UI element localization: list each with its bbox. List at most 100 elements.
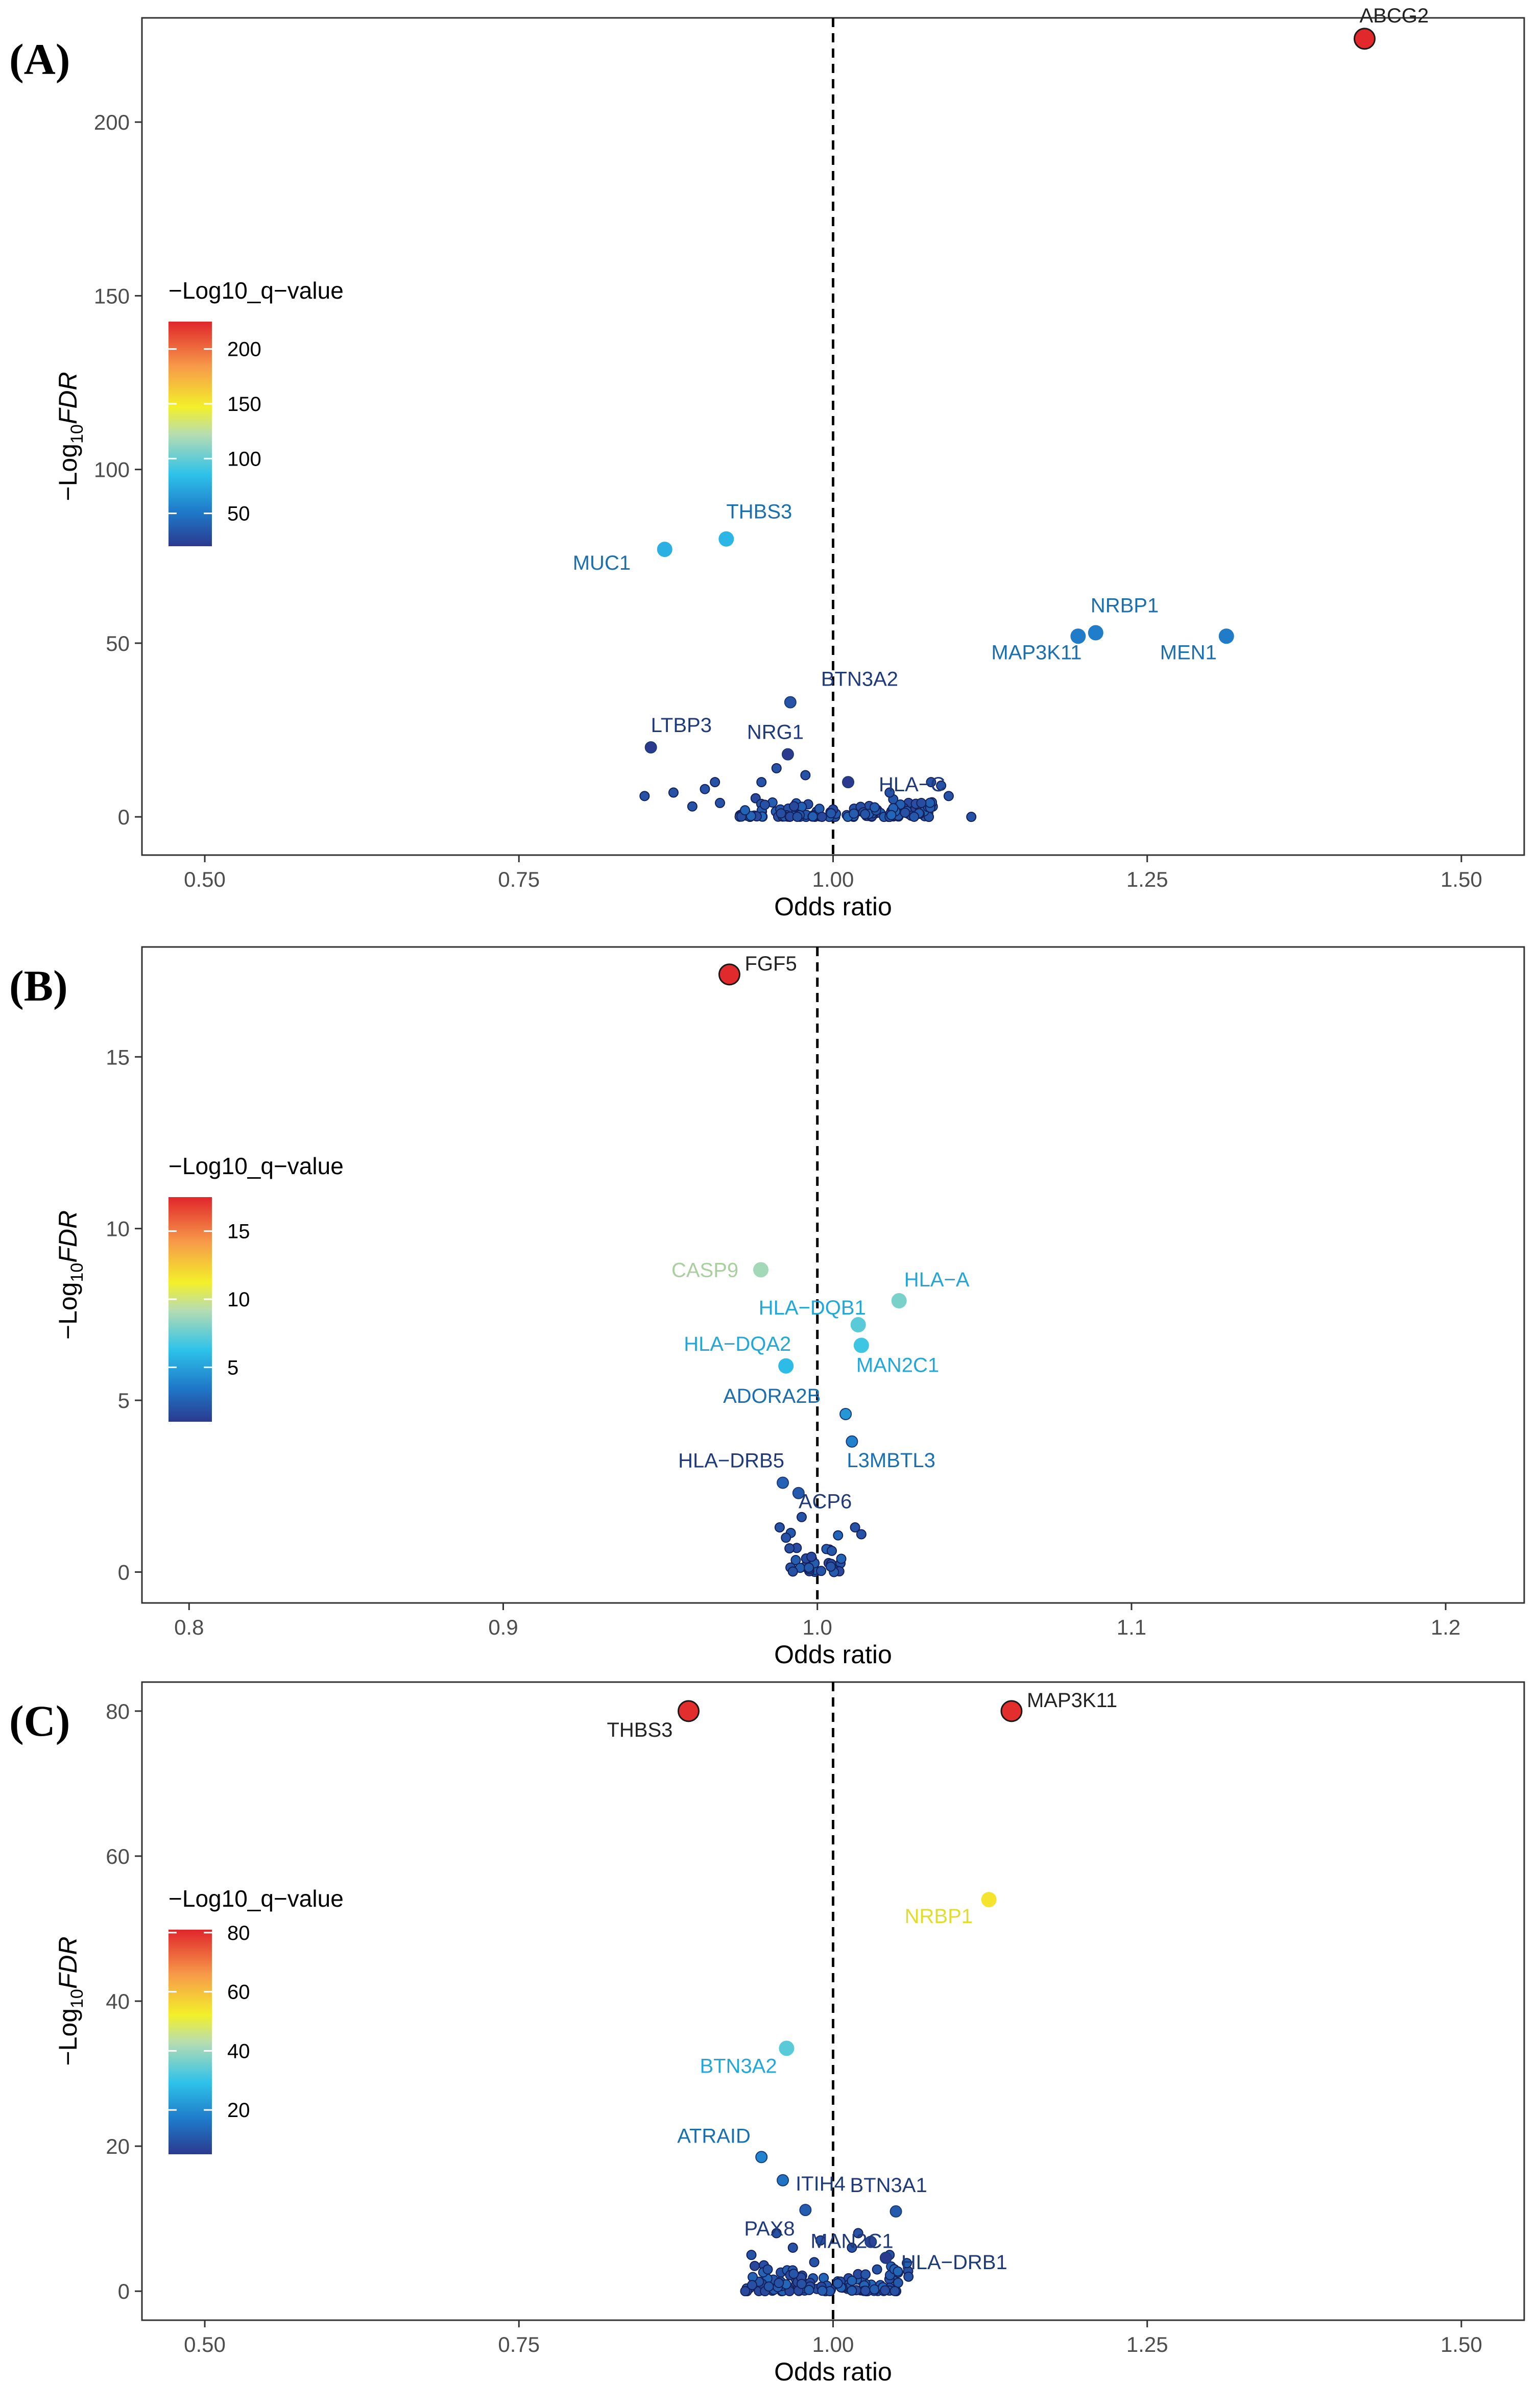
colorbar-legend: −Log10_q−value 5 10 15 xyxy=(169,1153,344,1422)
point-label: FGF5 xyxy=(744,953,797,975)
cluster-point xyxy=(909,811,920,822)
colorbar xyxy=(169,1197,212,1422)
point-label: HLA−DQB1 xyxy=(759,1297,866,1319)
point-label: MAN2C1 xyxy=(856,1354,939,1376)
cluster-point xyxy=(763,2281,774,2292)
cluster-point xyxy=(893,2277,903,2288)
labeled-point xyxy=(850,1317,866,1333)
x-axis-title: Odds ratio xyxy=(774,2357,892,2386)
point-label: HLA−DRB1 xyxy=(901,2251,1007,2274)
cluster-point xyxy=(847,2285,857,2296)
colorbar-tick-label: 40 xyxy=(227,2040,250,2062)
point-label: MAN2C1 xyxy=(810,2230,893,2253)
cluster-point xyxy=(762,2264,773,2275)
point-label: ACP6 xyxy=(799,1491,852,1513)
cluster-point xyxy=(800,770,811,781)
cluster-point xyxy=(746,2250,757,2260)
cluster-points xyxy=(639,763,977,822)
point-label: BTN3A2 xyxy=(700,2055,777,2077)
labeled-point xyxy=(677,1700,700,1722)
cluster-point xyxy=(833,1530,844,1541)
x-tick-label: 0.50 xyxy=(184,2332,226,2356)
labeled-point xyxy=(777,1476,789,1489)
cluster-point xyxy=(796,2278,807,2289)
cluster-point xyxy=(796,1512,807,1522)
y-axis-title: −Log10FDR xyxy=(54,1210,87,1340)
plot-frame xyxy=(141,1681,1525,2321)
cluster-point xyxy=(771,2228,782,2239)
cluster-point xyxy=(902,2258,912,2269)
point-label: THBS3 xyxy=(607,1719,672,1741)
x-tick-label: 0.8 xyxy=(174,1615,204,1639)
cluster-point xyxy=(825,1561,836,1572)
labeled-point xyxy=(718,531,734,547)
cluster-point xyxy=(740,805,751,816)
cluster-point xyxy=(756,777,767,788)
cluster-point xyxy=(774,1522,785,1533)
y-tick-label: 5 xyxy=(118,1389,130,1413)
cluster-point xyxy=(943,791,954,801)
legend-title: −Log10_q−value xyxy=(169,277,344,304)
colorbar-legend: −Log10_q−value 20 40 60 80 xyxy=(169,1885,344,2154)
point-label: L3MBTL3 xyxy=(847,1449,935,1472)
labeled-point xyxy=(657,542,672,557)
y-axis-title: −Log10FDR xyxy=(54,372,87,501)
cluster-point xyxy=(903,2271,914,2282)
panel-label: (B) xyxy=(9,961,68,1010)
y-tick-label: 100 xyxy=(94,458,130,482)
labeled-point xyxy=(777,2174,789,2186)
point-label: ADORA2B xyxy=(723,1385,821,1407)
cluster-point xyxy=(668,787,679,798)
cluster-point xyxy=(788,2269,799,2279)
cluster-point xyxy=(849,808,859,819)
colorbar-tick-label: 60 xyxy=(227,1981,250,2004)
cluster-point xyxy=(806,1551,817,1562)
legend-title: −Log10_q−value xyxy=(169,1885,344,1912)
cluster-point xyxy=(860,809,871,819)
cluster-point xyxy=(836,1553,847,1564)
cluster-point xyxy=(860,2285,871,2296)
cluster-point xyxy=(804,2284,814,2295)
cluster-point xyxy=(916,798,927,809)
cluster-points xyxy=(740,2228,914,2297)
labeled-point xyxy=(778,1358,794,1374)
cluster-point xyxy=(847,2242,857,2253)
point-label: ATRAID xyxy=(677,2125,751,2147)
colorbar-tick-label: 200 xyxy=(227,338,261,361)
panel-label: (A) xyxy=(9,35,70,84)
y-tick-label: 60 xyxy=(106,1844,130,1868)
cluster-point xyxy=(869,802,880,813)
colorbar-tick-label: 150 xyxy=(227,393,261,416)
cluster-point xyxy=(832,2278,843,2289)
cluster-point xyxy=(792,811,803,822)
cluster-point xyxy=(827,1545,837,1556)
point-label: MAP3K11 xyxy=(991,641,1081,664)
cluster-point xyxy=(787,1566,798,1577)
y-tick-label: 15 xyxy=(106,1045,130,1069)
point-label: HLA−DRB5 xyxy=(678,1450,784,1472)
cluster-point xyxy=(774,2278,784,2289)
y-tick-label: 80 xyxy=(106,1699,130,1723)
colorbar xyxy=(169,1930,212,2154)
y-tick-label: 50 xyxy=(106,631,130,655)
colorbar xyxy=(169,322,212,546)
cluster-point xyxy=(860,2269,871,2280)
x-tick-label: 1.00 xyxy=(812,867,854,891)
y-tick-label: 10 xyxy=(106,1217,130,1241)
cluster-point xyxy=(759,799,770,810)
cluster-point xyxy=(900,807,910,818)
x-axis-title: Odds ratio xyxy=(774,1640,892,1669)
cluster-points xyxy=(774,1512,867,1577)
labeled-point xyxy=(864,2235,877,2248)
x-tick-label: 1.50 xyxy=(1440,867,1482,891)
x-tick-label: 1.25 xyxy=(1126,2332,1168,2356)
colorbar-tick-label: 100 xyxy=(227,448,261,470)
cluster-point xyxy=(749,2260,760,2271)
point-label: HLA−C xyxy=(879,773,945,796)
cluster-point xyxy=(847,2275,857,2286)
labeled-point xyxy=(981,1892,997,1908)
x-tick-label: 0.9 xyxy=(488,1615,518,1639)
labeled-point xyxy=(1000,1700,1023,1722)
point-label: NRBP1 xyxy=(905,1905,973,1928)
point-label: PAX8 xyxy=(744,2218,795,2240)
